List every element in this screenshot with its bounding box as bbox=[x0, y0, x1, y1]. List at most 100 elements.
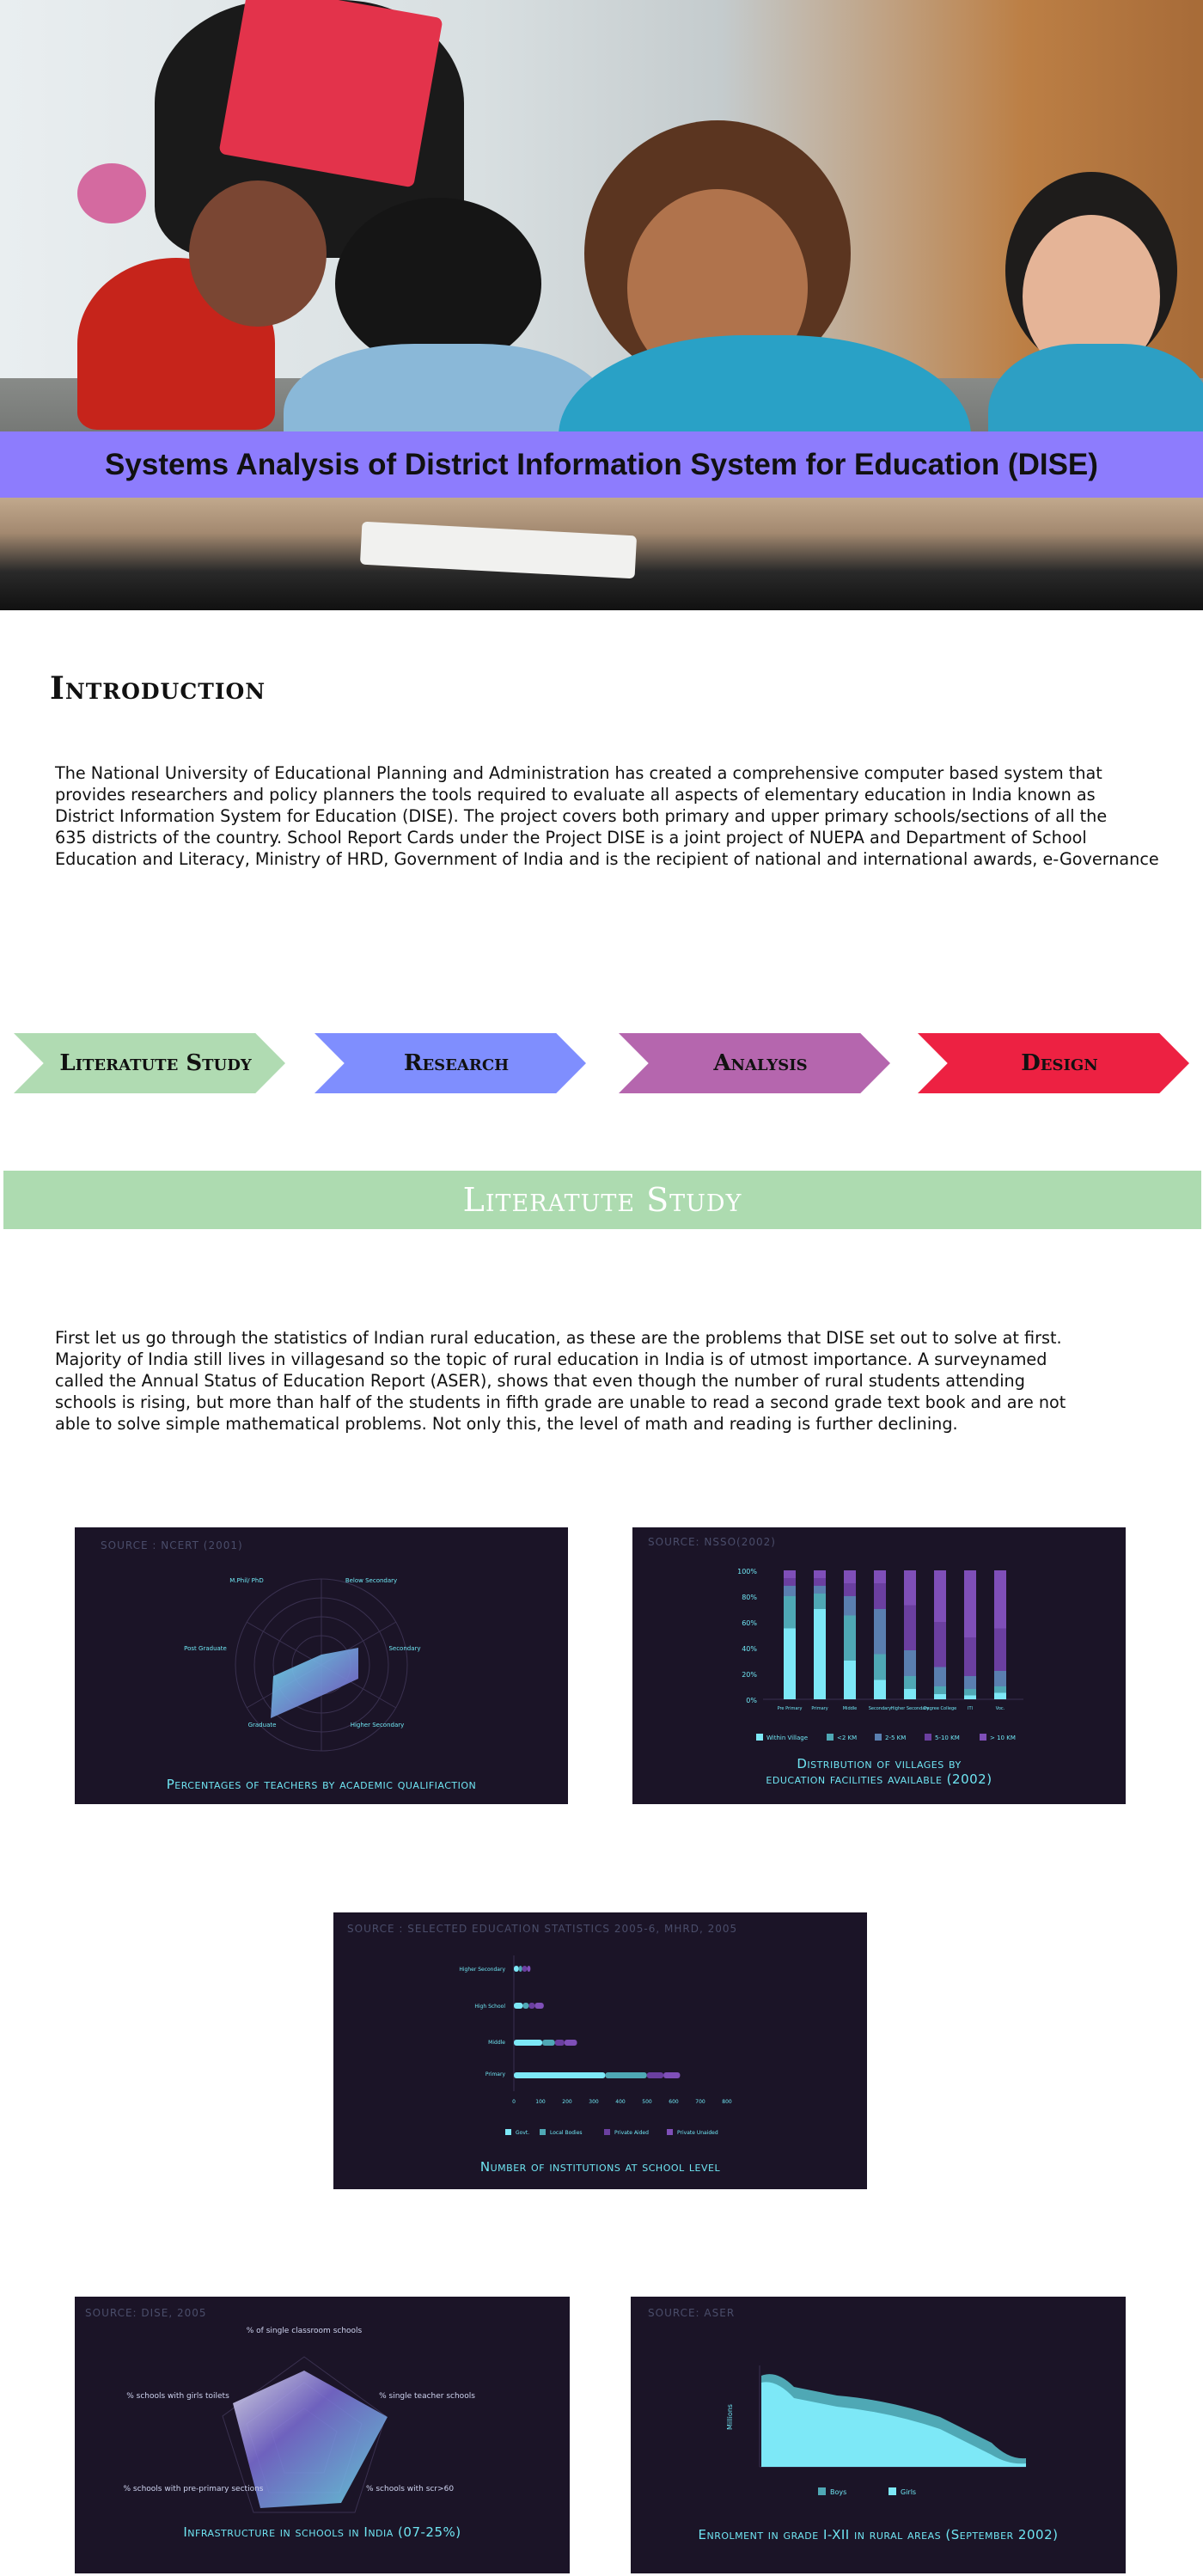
chart-caption: Percentages of teachers by academic qual… bbox=[166, 1777, 477, 1792]
institutions-chart-svg: Higher Secondary High School Middle Prim… bbox=[459, 1955, 732, 2136]
literature-paragraph: First let us go through the statistics o… bbox=[55, 1327, 1066, 1435]
title-band: Systems Analysis of District Information… bbox=[0, 431, 1203, 498]
bar-segment bbox=[514, 2040, 543, 2046]
legend-swatch bbox=[540, 2129, 546, 2135]
introduction-heading: Introduction bbox=[50, 670, 266, 707]
legend-swatch bbox=[505, 2129, 511, 2135]
literature-study-heading: Literatute Study bbox=[462, 1181, 742, 1219]
legend-label: Within Village bbox=[766, 1735, 808, 1741]
step-research[interactable]: Research bbox=[314, 1033, 586, 1093]
radar-axis-label: % schools with scr>60 bbox=[366, 2485, 454, 2493]
radar-axis-label: Graduate bbox=[248, 1722, 277, 1729]
literature-line: schools is rising, but more than half of… bbox=[55, 1392, 1066, 1412]
chart-caption: Number of institutions at school level bbox=[479, 2159, 721, 2175]
y-category-label: Primary bbox=[485, 2071, 506, 2077]
legend-label: Girls bbox=[901, 2488, 916, 2496]
bar-segment bbox=[994, 1570, 1006, 1629]
chart-institutions-panel: SOURCE : SELECTED EDUCATION STATISTICS 2… bbox=[333, 1912, 867, 2189]
bar-segment bbox=[784, 1586, 796, 1596]
radar-axis-label: % of single classroom schools bbox=[247, 2327, 363, 2335]
chart-source: SOURCE : SELECTED EDUCATION STATISTICS 2… bbox=[347, 1923, 738, 1935]
bar-segment bbox=[514, 2072, 606, 2078]
bar-segment bbox=[522, 1966, 528, 1972]
bar-segment bbox=[904, 1676, 916, 1689]
chart-source: SOURCE : NCERT (2001) bbox=[101, 1539, 243, 1551]
bar-segment bbox=[994, 1671, 1006, 1686]
legend-label: 5-10 KM bbox=[935, 1735, 960, 1741]
x-tick-label: ITI bbox=[968, 1706, 973, 1711]
legend-swatch bbox=[756, 1734, 763, 1741]
bar-segment bbox=[874, 1654, 886, 1680]
bar-segment bbox=[646, 2072, 664, 2078]
legend-label: Govt. bbox=[516, 2130, 529, 2136]
introduction-paragraph: The National University of Educational P… bbox=[55, 762, 1159, 870]
legend-swatch bbox=[875, 1734, 882, 1741]
introduction-line: The National University of Educational P… bbox=[55, 763, 1102, 783]
x-tick-label: 400 bbox=[615, 2099, 626, 2105]
bar-segment bbox=[784, 1596, 796, 1629]
introduction-line: Education and Literacy, Ministry of HRD,… bbox=[55, 849, 1159, 869]
legend-label: 2-5 KM bbox=[885, 1735, 906, 1741]
bar-segment bbox=[934, 1622, 946, 1667]
y-tick-label: 40% bbox=[742, 1645, 757, 1653]
radar-area bbox=[271, 1648, 358, 1718]
legend-swatch bbox=[925, 1734, 931, 1741]
bar-segment bbox=[844, 1583, 856, 1596]
bar-segment bbox=[784, 1578, 796, 1586]
bar-segment bbox=[874, 1570, 886, 1583]
bar-segment bbox=[814, 1586, 826, 1594]
bar-segment bbox=[994, 1686, 1006, 1693]
hero-image bbox=[0, 0, 1203, 610]
bar-segment bbox=[904, 1650, 916, 1676]
bar-segment bbox=[784, 1628, 796, 1699]
y-tick-label: 20% bbox=[742, 1671, 757, 1679]
x-tick-label: 700 bbox=[695, 2099, 705, 2105]
legend-swatch bbox=[889, 2487, 896, 2495]
bar-segment bbox=[514, 1966, 519, 1972]
legend-label: Private Aided bbox=[614, 2130, 649, 2136]
bar-segment bbox=[874, 1583, 886, 1609]
bar-segment bbox=[527, 1966, 531, 1972]
literature-line: called the Annual Status of Education Re… bbox=[55, 1371, 1025, 1391]
bar-segment bbox=[784, 1570, 796, 1578]
y-tick-label: 60% bbox=[742, 1619, 757, 1627]
legend-swatch bbox=[827, 1734, 834, 1741]
bar-segment bbox=[534, 2003, 544, 2009]
area-girls bbox=[761, 2382, 1026, 2467]
caption-line: education facilities available (2002) bbox=[766, 1771, 992, 1787]
step-literature-study[interactable]: Literatute Study bbox=[14, 1033, 285, 1093]
bar-segment bbox=[542, 2040, 555, 2046]
bar-segment bbox=[522, 2003, 529, 2009]
introduction-line: 635 districts of the country. School Rep… bbox=[55, 828, 1087, 847]
step-label: Analysis bbox=[713, 1050, 808, 1076]
teachers-radar-svg: M.Phil/ PhD Below Secondary Secondary Hi… bbox=[184, 1577, 421, 1752]
x-tick-label: 300 bbox=[589, 2099, 599, 2105]
bar-segment bbox=[514, 2003, 523, 2009]
bar-segment bbox=[844, 1615, 856, 1661]
enrolment-chart-svg: Millions Boys Girls bbox=[726, 2365, 1026, 2496]
legend-label: > 10 KM bbox=[990, 1735, 1016, 1741]
radar-axis-label: Secondary bbox=[388, 1645, 420, 1652]
legend-swatch bbox=[818, 2487, 826, 2495]
bar-segment bbox=[904, 1605, 916, 1650]
step-analysis[interactable]: Analysis bbox=[619, 1033, 890, 1093]
bar-segment bbox=[994, 1628, 1006, 1671]
bar-segment bbox=[874, 1609, 886, 1655]
legend-label: <2 KM bbox=[837, 1735, 857, 1741]
literature-line: able to solve simple mathematical proble… bbox=[55, 1414, 958, 1434]
hero-flower bbox=[77, 163, 146, 223]
literature-study-band: Literatute Study bbox=[3, 1171, 1201, 1229]
x-tick-label: Degree College bbox=[924, 1706, 956, 1711]
x-tick-label: Pre Primary bbox=[778, 1706, 803, 1711]
step-design[interactable]: Design bbox=[918, 1033, 1189, 1093]
introduction-line: District Information System for Educatio… bbox=[55, 806, 1108, 826]
chart-caption: Infrastructure in schools in India (07-2… bbox=[183, 2524, 461, 2540]
legend-swatch bbox=[980, 1734, 986, 1741]
radar-axis-label: Below Secondary bbox=[345, 1577, 397, 1584]
bar-segment bbox=[844, 1596, 856, 1616]
chart-caption: Distribution of villages by education fa… bbox=[632, 1756, 1126, 1787]
bar-segment bbox=[663, 2072, 681, 2078]
step-label: Literatute Study bbox=[59, 1050, 252, 1076]
bar-segment bbox=[564, 2040, 577, 2046]
x-tick-label: Primary bbox=[811, 1706, 827, 1711]
